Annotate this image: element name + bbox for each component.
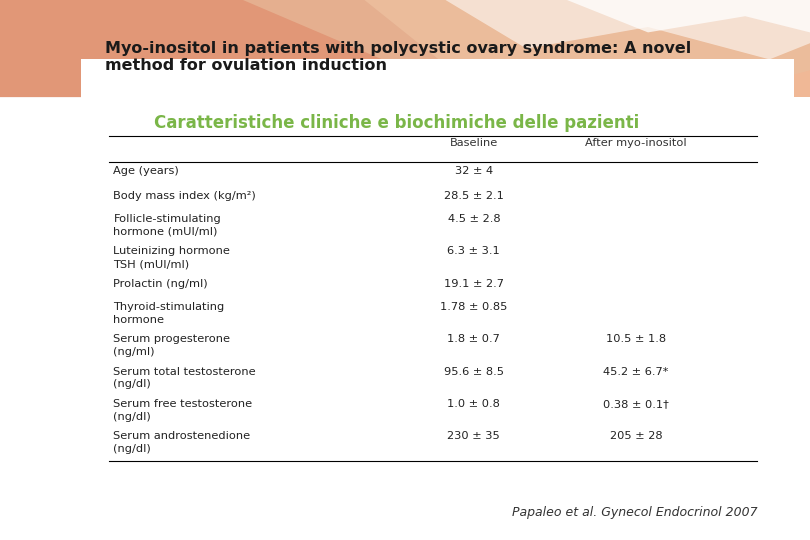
Text: Thyroid-stimulating
hormone: Thyroid-stimulating hormone bbox=[113, 302, 224, 325]
Text: Follicle-stimulating
hormone (mUI/ml): Follicle-stimulating hormone (mUI/ml) bbox=[113, 214, 221, 237]
Text: 28.5 ± 2.1: 28.5 ± 2.1 bbox=[444, 191, 504, 201]
Text: 0.38 ± 0.1†: 0.38 ± 0.1† bbox=[603, 399, 669, 409]
Text: Serum androstenedione
(ng/dl): Serum androstenedione (ng/dl) bbox=[113, 431, 250, 454]
Text: 19.1 ± 2.7: 19.1 ± 2.7 bbox=[444, 279, 504, 289]
Text: After myo-inositol: After myo-inositol bbox=[585, 138, 687, 149]
Text: Luteinizing hormone
TSH (mUI/ml): Luteinizing hormone TSH (mUI/ml) bbox=[113, 246, 230, 269]
Text: 32 ± 4: 32 ± 4 bbox=[454, 166, 493, 176]
Text: 1.78 ± 0.85: 1.78 ± 0.85 bbox=[440, 302, 508, 312]
Bar bbox=[0, 0, 810, 97]
Polygon shape bbox=[567, 0, 810, 32]
Bar bbox=[81, 59, 794, 151]
Text: 205 ± 28: 205 ± 28 bbox=[610, 431, 662, 442]
Text: Caratteristiche cliniche e biochimiche delle pazienti: Caratteristiche cliniche e biochimiche d… bbox=[154, 114, 639, 132]
Text: Baseline: Baseline bbox=[450, 138, 498, 149]
Text: Prolactin (ng/ml): Prolactin (ng/ml) bbox=[113, 279, 208, 289]
Text: 45.2 ± 6.7*: 45.2 ± 6.7* bbox=[603, 367, 668, 377]
Text: Serum total testosterone
(ng/dl): Serum total testosterone (ng/dl) bbox=[113, 367, 256, 389]
Text: Age (years): Age (years) bbox=[113, 166, 179, 176]
Text: 4.5 ± 2.8: 4.5 ± 2.8 bbox=[448, 214, 500, 224]
Text: 6.3 ± 3.1: 6.3 ± 3.1 bbox=[447, 246, 501, 256]
Text: 10.5 ± 1.8: 10.5 ± 1.8 bbox=[606, 334, 666, 345]
Text: 1.0 ± 0.8: 1.0 ± 0.8 bbox=[447, 399, 501, 409]
Text: Papaleo et al. Gynecol Endocrinol 2007: Papaleo et al. Gynecol Endocrinol 2007 bbox=[512, 507, 757, 519]
Text: 230 ± 35: 230 ± 35 bbox=[447, 431, 501, 442]
Polygon shape bbox=[446, 0, 810, 59]
Text: Serum free testosterone
(ng/dl): Serum free testosterone (ng/dl) bbox=[113, 399, 253, 422]
Text: 1.8 ± 0.7: 1.8 ± 0.7 bbox=[447, 334, 501, 345]
Text: 95.6 ± 8.5: 95.6 ± 8.5 bbox=[444, 367, 504, 377]
Text: method for ovulation induction: method for ovulation induction bbox=[105, 58, 387, 73]
Text: Myo-inositol in patients with polycystic ovary syndrome: A novel: Myo-inositol in patients with polycystic… bbox=[105, 40, 692, 56]
Text: Serum progesterone
(ng/ml): Serum progesterone (ng/ml) bbox=[113, 334, 230, 357]
Polygon shape bbox=[0, 0, 446, 97]
Polygon shape bbox=[243, 0, 810, 92]
Text: Body mass index (kg/m²): Body mass index (kg/m²) bbox=[113, 191, 256, 201]
